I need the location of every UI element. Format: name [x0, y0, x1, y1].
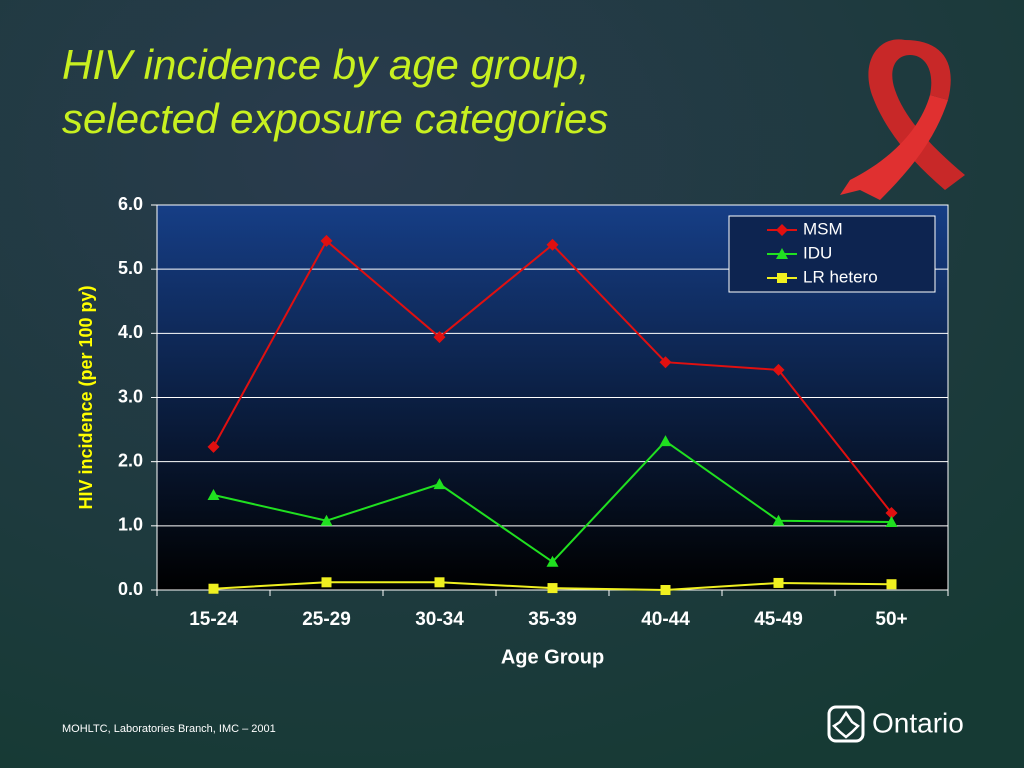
- legend-label: IDU: [803, 243, 832, 262]
- x-tick-label: 25-29: [302, 609, 351, 630]
- marker: [777, 273, 787, 283]
- x-tick-label: 50+: [875, 609, 907, 630]
- legend-box: [728, 215, 936, 293]
- y-tick-label: 4.0: [118, 322, 143, 342]
- marker: [433, 331, 446, 344]
- marker: [659, 356, 672, 369]
- legend-label: MSM: [803, 219, 843, 238]
- source: MOHLTC, Laboratories Branch, IMC – 2001: [62, 723, 276, 735]
- marker: [320, 234, 333, 247]
- x-axis-label: Age Group: [501, 646, 604, 668]
- x-tick-label: 35-39: [528, 609, 577, 630]
- marker: [321, 577, 332, 588]
- ribbon: [840, 39, 965, 200]
- marker: [660, 585, 671, 595]
- marker: [772, 363, 785, 376]
- ontario-logo: Ontario: [827, 705, 964, 743]
- x-tick-label: 30-34: [415, 609, 464, 630]
- marker: [320, 514, 333, 526]
- marker: [776, 248, 788, 259]
- y-tick-label: 0.0: [118, 579, 143, 599]
- x-tick-label: 45-49: [754, 609, 803, 630]
- marker: [433, 478, 446, 490]
- marker: [886, 579, 897, 590]
- y-tick-label: 5.0: [118, 258, 143, 278]
- marker: [207, 440, 220, 453]
- marker: [208, 583, 219, 594]
- marker: [547, 583, 558, 594]
- legend-label: LR hetero: [803, 267, 878, 286]
- marker: [207, 489, 220, 501]
- x-tick-label: 40-44: [641, 609, 690, 630]
- marker: [776, 224, 788, 236]
- marker: [546, 555, 559, 567]
- marker: [885, 507, 898, 519]
- y-tick-label: 6.0: [118, 194, 143, 214]
- marker: [434, 577, 445, 588]
- y-tick-label: 2.0: [118, 450, 143, 470]
- title-line: selected exposure categories: [62, 95, 608, 142]
- x-tick-label: 15-24: [189, 609, 238, 630]
- marker: [659, 435, 672, 447]
- marker: [772, 514, 785, 526]
- marker: [546, 238, 559, 251]
- y-tick-label: 1.0: [118, 515, 143, 535]
- logo-text: Ontario: [872, 707, 964, 738]
- legend: MSM IDU LR hetero: [728, 215, 936, 293]
- marker: [773, 577, 784, 588]
- y-axis-label: HIV incidence (per 100 py): [76, 285, 96, 509]
- y-tick-label: 3.0: [118, 386, 143, 406]
- title-line: HIV incidence by age group,: [62, 41, 590, 88]
- marker: [885, 515, 898, 527]
